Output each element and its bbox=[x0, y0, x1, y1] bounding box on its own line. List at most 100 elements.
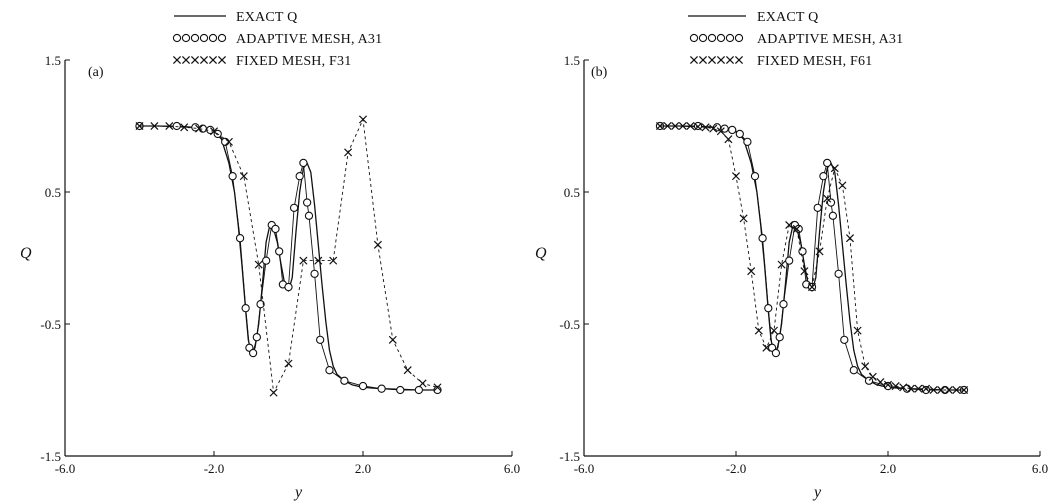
y-tick-label: -1.5 bbox=[40, 449, 61, 464]
fixed-point-stroke-2 bbox=[929, 385, 938, 395]
fixed-point bbox=[724, 135, 733, 144]
adaptive-point bbox=[433, 385, 442, 395]
fixed-point-stroke-2 bbox=[845, 234, 855, 243]
fixed-point-stroke-2 bbox=[150, 121, 159, 131]
x-tick-label: 2.0 bbox=[355, 461, 371, 476]
fixed-point bbox=[135, 121, 144, 131]
fixed-point bbox=[693, 122, 703, 131]
fixed-point-stroke-2 bbox=[785, 220, 794, 230]
legend-cross bbox=[725, 55, 735, 65]
fixed-point bbox=[165, 121, 174, 131]
adaptive-point bbox=[743, 137, 752, 146]
fixed-point bbox=[709, 124, 718, 133]
adaptive-point bbox=[241, 304, 250, 313]
fixed-point-stroke-2 bbox=[724, 135, 733, 144]
fixed-point bbox=[373, 240, 382, 249]
legend-circle bbox=[698, 33, 708, 43]
legend-cross-stroke-2 bbox=[181, 55, 191, 65]
fixed-point-stroke-2 bbox=[195, 124, 204, 133]
fixed-point-stroke-2 bbox=[433, 383, 442, 392]
legend-cross-stroke-2 bbox=[208, 55, 218, 65]
fixed-point-stroke-2 bbox=[861, 362, 870, 371]
adaptive-point bbox=[284, 282, 293, 292]
fixed-point-stroke-2 bbox=[269, 388, 278, 397]
fixed-point-stroke-2 bbox=[868, 372, 877, 381]
fixed-point bbox=[671, 121, 680, 131]
fixed-point bbox=[899, 383, 908, 392]
legend-cross bbox=[716, 55, 726, 65]
legend-cross-stroke-2 bbox=[689, 55, 699, 65]
fixed-point-stroke-2 bbox=[762, 343, 771, 352]
legend-cross bbox=[190, 55, 200, 65]
adaptive-point bbox=[172, 121, 181, 131]
fixed-point bbox=[747, 267, 756, 276]
fixed-point bbox=[830, 164, 839, 173]
series-line-fixed bbox=[139, 117, 438, 395]
fixed-point bbox=[329, 256, 338, 265]
adaptive-point bbox=[849, 366, 858, 375]
fixed-point bbox=[150, 121, 159, 131]
legend-a: EXACT Q ADAPTIVE MESH, A31 FIXED MESH, F… bbox=[172, 10, 382, 69]
fixed-point-stroke-2 bbox=[239, 172, 248, 181]
fixed-point bbox=[655, 121, 665, 131]
adaptive-point bbox=[779, 300, 788, 309]
legend-label-fixed: FIXED MESH, F31 bbox=[236, 54, 351, 69]
fixed-point-stroke-2 bbox=[769, 326, 779, 335]
fixed-point-stroke-2 bbox=[815, 247, 824, 256]
legend-label-exact: EXACT Q bbox=[236, 10, 297, 25]
fixed-point-stroke-2 bbox=[921, 384, 931, 393]
fixed-point-stroke-2 bbox=[891, 382, 900, 391]
adaptive-point bbox=[775, 333, 784, 342]
fixed-point-stroke-2 bbox=[388, 335, 397, 344]
fixed-point bbox=[686, 121, 695, 131]
fixed-point bbox=[876, 378, 885, 387]
fixed-point-stroke-2 bbox=[709, 124, 718, 133]
x-tick-label: 2.0 bbox=[880, 461, 896, 476]
axes-b: (b) Q y bbox=[535, 60, 1040, 501]
legend-circle bbox=[208, 33, 218, 43]
fixed-point-stroke-2 bbox=[739, 214, 748, 223]
series-line-fixed bbox=[660, 125, 964, 391]
legend-marker-fixed bbox=[689, 55, 744, 65]
fixed-point bbox=[807, 283, 817, 292]
adaptive-point bbox=[840, 335, 849, 344]
ticks-a: -6.0 -2.0 2.0 6.0 -1.5 -0.5 0.5 1.5 bbox=[40, 53, 520, 476]
adaptive-point bbox=[758, 234, 767, 243]
fixed-point-stroke-2 bbox=[823, 194, 832, 203]
legend-marker-fixed bbox=[172, 55, 227, 65]
y-tick-label: -0.5 bbox=[559, 317, 580, 332]
fixed-point-stroke-2 bbox=[284, 359, 293, 368]
fixed-point bbox=[239, 172, 248, 181]
adaptive-point bbox=[813, 203, 822, 212]
adaptive-point bbox=[252, 333, 261, 342]
fixed-point bbox=[269, 388, 278, 397]
adaptive-point bbox=[764, 304, 773, 313]
legend-circle bbox=[725, 33, 735, 43]
adaptive-point bbox=[248, 348, 258, 358]
fixed-point bbox=[883, 380, 893, 389]
x-tick-label: -6.0 bbox=[55, 461, 76, 476]
legend-cross-stroke-2 bbox=[199, 55, 209, 65]
x-tick-label: -2.0 bbox=[726, 461, 747, 476]
fixed-point bbox=[891, 382, 900, 391]
y-tick-label: -1.5 bbox=[559, 449, 580, 464]
fixed-point-stroke-2 bbox=[180, 123, 189, 132]
fixed-point bbox=[739, 214, 748, 223]
x-tick-label: -2.0 bbox=[204, 461, 225, 476]
fixed-point bbox=[777, 260, 786, 269]
fixed-point-stroke-2 bbox=[254, 260, 263, 269]
adaptive-point bbox=[750, 172, 760, 181]
fixed-point-stroke-2 bbox=[777, 260, 786, 269]
fixed-point bbox=[823, 194, 832, 203]
adaptive-point bbox=[720, 124, 729, 133]
y-tick-label: 1.5 bbox=[564, 53, 580, 68]
fixed-point-stroke-2 bbox=[853, 326, 862, 335]
legend-cross-stroke-2 bbox=[217, 55, 227, 65]
legend-label-fixed: FIXED MESH, F61 bbox=[757, 54, 872, 69]
fixed-point-stroke-2 bbox=[754, 326, 763, 335]
legend-circle bbox=[181, 33, 191, 43]
adaptive-point bbox=[289, 203, 299, 212]
adaptive-point bbox=[728, 125, 737, 135]
fixed-point-stroke-2 bbox=[716, 127, 725, 136]
legend-circle bbox=[707, 33, 717, 43]
